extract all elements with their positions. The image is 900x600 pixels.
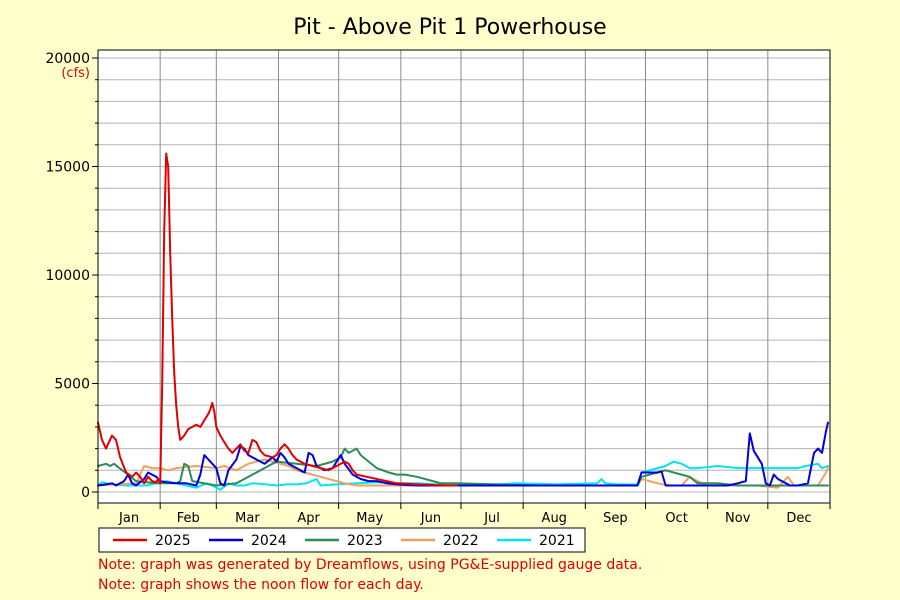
- series-line-2023: [97, 447, 829, 487]
- x-tick-label: Jun: [420, 511, 441, 526]
- x-tick-label: Mar: [235, 511, 260, 526]
- x-tick-label: Oct: [665, 511, 687, 526]
- x-tick-label: Nov: [725, 511, 751, 526]
- legend-label: 2023: [347, 533, 383, 549]
- x-tick-label: Feb: [177, 511, 200, 526]
- x-tick-label: Apr: [297, 511, 320, 526]
- y-tick-label: 0: [81, 485, 90, 501]
- legend-box: [98, 527, 586, 553]
- legend: 2025 2024 2023 2022 2021: [98, 527, 586, 553]
- y-tick-label: 20000: [45, 51, 90, 67]
- note-noon-flow: Note: graph shows the noon flow for each…: [98, 577, 424, 593]
- x-tick-label: Sep: [603, 511, 628, 526]
- chart-title: Pit - Above Pit 1 Powerhouse: [293, 15, 606, 40]
- plot-area: [98, 50, 830, 503]
- legend-label: 2021: [539, 533, 575, 549]
- x-tick-label: Dec: [786, 511, 811, 526]
- units-label: (cfs): [61, 66, 90, 81]
- x-tick-label: Aug: [542, 511, 567, 526]
- series-line-2025: [97, 152, 458, 487]
- note-source: Note: graph was generated by Dreamflows,…: [98, 557, 643, 573]
- y-tick-label: 5000: [54, 377, 90, 393]
- y-tick-label: 15000: [45, 160, 90, 176]
- series-line-2024: [97, 421, 829, 487]
- legend-label: 2022: [443, 533, 479, 549]
- legend-label: 2025: [155, 533, 191, 549]
- x-tick-label: Jul: [483, 511, 500, 526]
- y-tick-label: 10000: [45, 268, 90, 284]
- legend-label: 2024: [251, 533, 287, 549]
- axis-layer: Jan Feb Mar Apr May Jun Jul Aug Sep Oct Nov Dec 0 500…: [45, 51, 831, 526]
- plot-frame: [97, 49, 831, 504]
- x-tick-label: Jan: [118, 511, 139, 526]
- x-tick-label: May: [356, 511, 383, 526]
- series-layer: [97, 152, 829, 491]
